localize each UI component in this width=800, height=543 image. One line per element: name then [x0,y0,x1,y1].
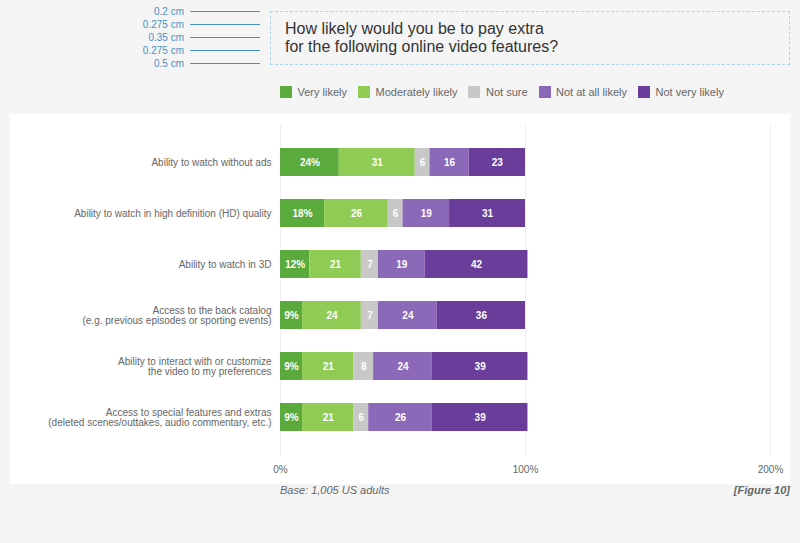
svg-text:31: 31 [372,156,384,167]
html-text:[Figure 10]: [Figure 10] [733,483,790,496]
svg-text:Ability to watch without ads: Ability to watch without ads [151,156,271,167]
svg-text:Ability to watch in 3D: Ability to watch in 3D [179,258,272,269]
svg-text:8: 8 [361,360,367,371]
svg-text:39: 39 [475,360,487,371]
svg-text:9%: 9% [284,309,299,320]
svg-text:100%: 100% [513,463,539,474]
html-text:Not at all likely: Not at all likely [556,85,627,98]
html-text:0.275 cm: 0.275 cm [142,45,184,56]
svg-text:19: 19 [421,207,433,218]
svg-text:26: 26 [395,411,407,422]
svg-text:7: 7 [367,309,373,320]
svg-text:9%: 9% [284,411,299,422]
svg-text:21: 21 [323,360,335,371]
html-text:0.2 cm: 0.2 cm [154,6,184,17]
svg-text:9%: 9% [284,360,299,371]
html-text:0.35 cm: 0.35 cm [148,32,184,43]
svg-text:26: 26 [351,207,363,218]
svg-text:200%: 200% [758,463,784,474]
html-text:Not sure: Not sure [486,85,528,98]
svg-text:24%: 24% [300,156,320,167]
svg-text:12%: 12% [285,258,305,269]
svg-text:31: 31 [482,207,494,218]
svg-text:7: 7 [367,258,373,269]
html-text:Very likely: Very likely [297,85,347,98]
svg-text:21: 21 [323,411,335,422]
svg-text:24: 24 [397,360,409,371]
svg-text:Access to the back catalog(e.g: Access to the back catalog(e.g. previous… [83,304,272,325]
svg-text:6: 6 [420,156,426,167]
svg-text:Ability to watch in high defin: Ability to watch in high definition (HD)… [74,207,271,218]
svg-text:36: 36 [476,309,488,320]
svg-text:24: 24 [326,309,338,320]
svg-text:23: 23 [492,156,504,167]
svg-text:42: 42 [471,258,483,269]
html-text:How likely would you be to pay: How likely would you be to pay extra for… [285,19,559,55]
svg-text:0%: 0% [273,463,288,474]
svg-text:19: 19 [396,258,408,269]
svg-text:Ability to interact with or cu: Ability to interact with or customizethe… [118,355,272,376]
html-text:Not very likely: Not very likely [655,85,724,98]
svg-text:39: 39 [475,411,487,422]
svg-text:Access to special features and: Access to special features and extras(de… [48,406,271,427]
svg-text:6: 6 [359,411,365,422]
html-text:Moderately likely: Moderately likely [375,85,458,98]
html-text:Base: 1,005 US adults: Base: 1,005 US adults [280,483,390,496]
svg-text:16: 16 [444,156,456,167]
svg-text:18%: 18% [293,207,313,218]
svg-text:24: 24 [402,309,414,320]
html-text:0.275 cm: 0.275 cm [142,19,184,30]
svg-text:6: 6 [393,207,399,218]
svg-text:21: 21 [330,258,342,269]
html-text:0.5 cm: 0.5 cm [154,58,184,69]
